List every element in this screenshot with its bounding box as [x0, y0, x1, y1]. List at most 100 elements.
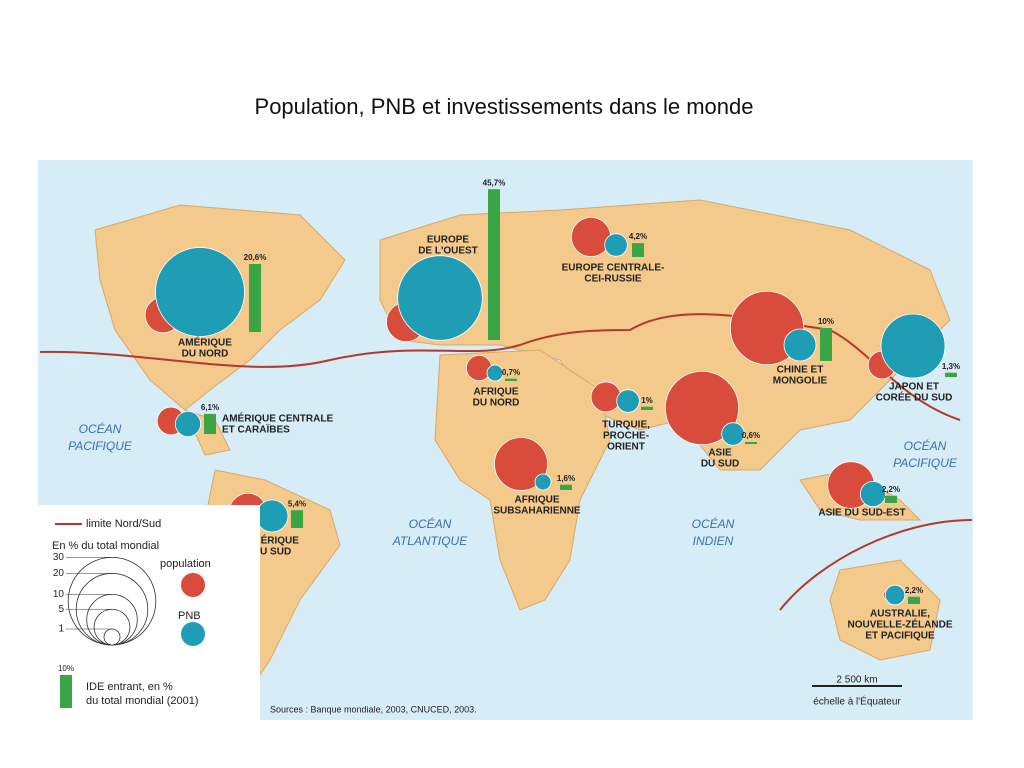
region-label: TURQUIE, — [602, 420, 650, 431]
legend-scale-label: 10 — [53, 589, 65, 600]
legend-scale-label: 5 — [58, 604, 64, 615]
ocean-label: OCÉAN — [409, 516, 452, 531]
ide-bar — [488, 189, 500, 340]
ocean-label: PACIFIQUE — [68, 439, 133, 453]
region-label: DU SUD — [701, 459, 739, 470]
ide-bar — [560, 484, 572, 490]
ide-label: 4,2% — [629, 232, 647, 241]
ide-label: 5,4% — [288, 499, 306, 508]
region-label: ASIE DU SUD-EST — [818, 508, 905, 519]
gnp-circle — [616, 389, 640, 413]
ide-bar — [632, 243, 644, 257]
region-label: AMÉRIQUE — [178, 336, 232, 349]
gnp-circle — [880, 313, 946, 379]
gnp-circle — [255, 499, 289, 533]
gnp-circle — [174, 410, 202, 438]
legend-ide-bar — [60, 675, 72, 708]
gnp-circle — [859, 480, 887, 508]
population-circle — [590, 381, 622, 413]
ide-bar — [291, 510, 303, 528]
ide-label: 0,6% — [742, 431, 760, 440]
region-label: ET CARAÏBES — [222, 423, 290, 436]
ide-bar — [908, 596, 920, 604]
ide-bar — [249, 264, 261, 332]
legend-gnp: PNB — [178, 610, 201, 622]
ocean-label: ATLANTIQUE — [392, 534, 468, 548]
ocean-label: OCÉAN — [904, 438, 947, 453]
gnp-circle — [486, 364, 504, 382]
title: Population, PNB et investissements dans … — [255, 94, 754, 119]
region-label: CORÉE DU SUD — [876, 391, 953, 404]
legend-gnp-symbol — [181, 622, 205, 646]
sources: Sources : Banque mondiale, 2003, CNUCED,… — [270, 704, 477, 714]
region-label: CHINE ET — [777, 365, 824, 376]
region-label: SUBSAHARIENNE — [493, 506, 581, 517]
region-label: NOUVELLE-ZÉLANDE — [848, 618, 953, 631]
region-label: JAPON ET — [889, 382, 939, 393]
region-label: CEI-RUSSIE — [584, 274, 642, 285]
region-label: DU NORD — [473, 398, 520, 409]
population-circle — [664, 370, 740, 446]
ocean-label: OCÉAN — [79, 421, 122, 436]
region-label: AFRIQUE — [474, 387, 519, 398]
ide-label: 20,6% — [244, 253, 267, 262]
ide-label: 1,6% — [557, 474, 575, 483]
gnp-circle — [721, 422, 745, 446]
legend-scale-label: 1 — [58, 624, 64, 635]
ide-label: 10% — [818, 317, 834, 326]
population-circle — [494, 437, 548, 491]
region-label: DE L'OUEST — [418, 246, 478, 257]
gnp-circle — [783, 328, 817, 362]
region-label: EUROPE — [427, 235, 470, 246]
ide-bar — [885, 495, 897, 503]
region-label: MONGOLIE — [773, 376, 828, 387]
region-label: ET PACIFIQUE — [865, 631, 935, 642]
ocean-label: INDIEN — [693, 534, 734, 548]
legend-ide-sample: 10% — [58, 664, 74, 673]
legend-population-symbol — [181, 573, 205, 597]
legend-ide: du total mondial (2001) — [86, 695, 199, 707]
north-south-limit — [39, 313, 961, 421]
region-label: AUSTRALIE, — [870, 609, 930, 620]
ide-label: 45,7% — [483, 178, 506, 187]
ide-label: 6,1% — [201, 403, 219, 412]
region-label: EUROPE CENTRALE- — [562, 263, 665, 274]
north-south-limit — [779, 519, 973, 611]
legend-population: population — [160, 558, 211, 570]
legend-limit: limite Nord/Sud — [86, 518, 161, 530]
gnp-circle — [604, 233, 628, 257]
legend-unit: En % du total mondial — [52, 540, 159, 552]
gnp-circle — [155, 247, 245, 337]
gnp-circle — [884, 584, 906, 606]
region-label: PROCHE- — [603, 431, 649, 442]
ide-label: 0,7% — [502, 368, 520, 377]
ide-label: 2,2% — [905, 586, 923, 595]
legend-scale-label: 20 — [53, 568, 65, 579]
ide-label: 1% — [641, 396, 653, 405]
population-circle — [571, 217, 611, 257]
region-label: ORIENT — [607, 442, 645, 453]
legend-panel — [38, 505, 260, 720]
scale-distance: 2 500 km — [836, 675, 877, 686]
ide-bar — [641, 406, 653, 410]
ide-bar — [745, 442, 757, 444]
legend-scale-label: 30 — [53, 552, 65, 563]
region-label: AMÉRIQUE CENTRALE — [222, 412, 333, 425]
ide-bar — [204, 413, 216, 434]
legend-ide: IDE entrant, en % — [86, 681, 173, 693]
gnp-circle — [534, 473, 552, 491]
ide-label: 1,3% — [942, 362, 960, 371]
ide-label: 2,2% — [882, 485, 900, 494]
ide-bar — [505, 378, 517, 381]
ocean-label: PACIFIQUE — [893, 456, 958, 470]
region-label: AFRIQUE — [515, 495, 560, 506]
region-label: ASIE — [708, 448, 732, 459]
ide-bar — [820, 328, 832, 361]
region-label: DU NORD — [182, 349, 229, 360]
ocean-label: OCÉAN — [692, 516, 735, 531]
region-label: DU SUD — [253, 547, 291, 558]
scale-note: échelle à l'Équateur — [813, 695, 901, 708]
